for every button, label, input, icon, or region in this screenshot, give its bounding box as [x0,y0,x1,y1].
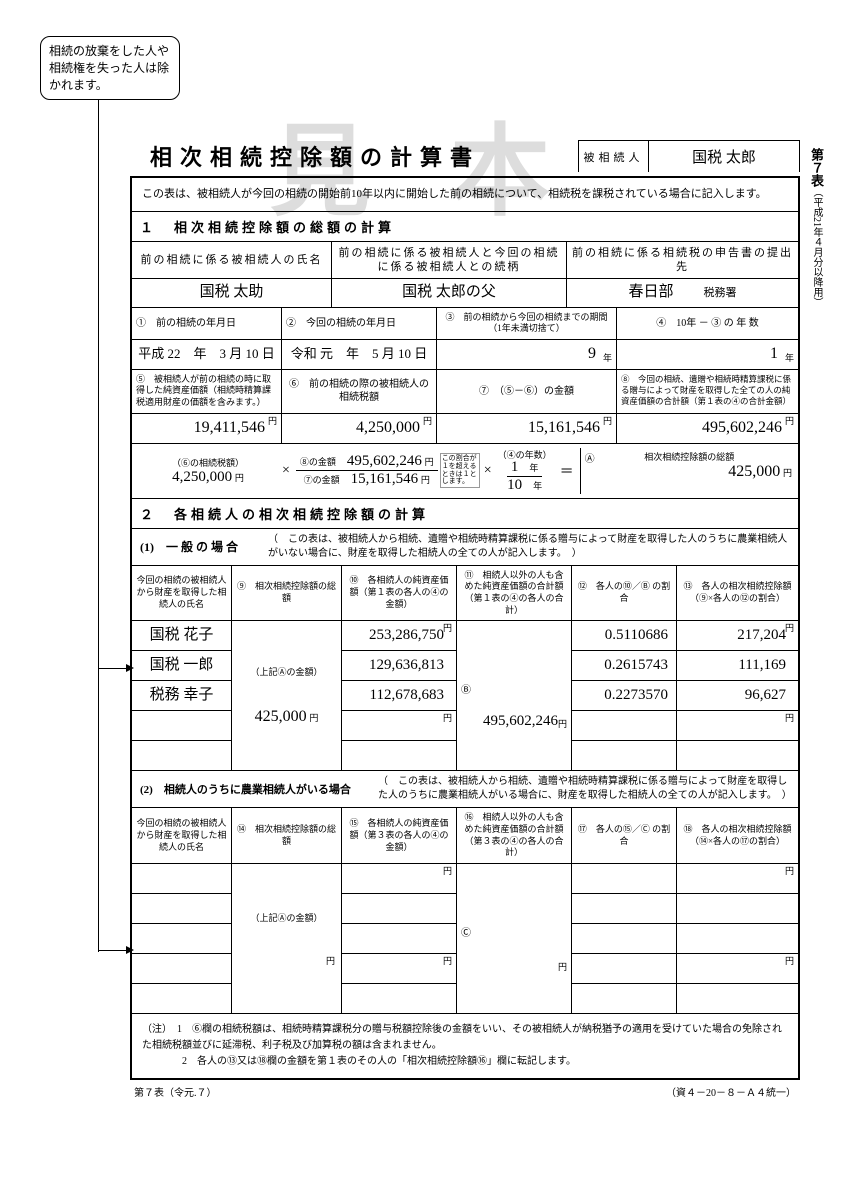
r3-c8: 円495,602,246 [617,414,798,443]
r2-c1: 平成 22 年 3 月 10 日 [132,340,282,369]
t2h-c2: ⑨ 相次相続控除額の総額 [232,566,342,621]
s2a-title: (1) 一 般 の 場 合 [132,534,262,559]
t3h-c6: ⑱ 各人の相次相続控除額（⑭×各人の⑰の割合） [677,808,798,863]
hdr-c1: ① 前の相続の年月日 [132,308,282,339]
prev-name: 国税 太助 [132,279,332,307]
t2-r0-c6: 円217,204 [677,621,798,651]
t2-r2-c5: 0.2273570 [572,681,676,711]
side-label: 第７表（平成21年４月分以降用） [808,148,826,307]
footer: 第７表（令元.７） （資４－20－８－Ａ４統一） [130,1084,800,1099]
t2-r0-c5: 0.5110686 [572,621,676,651]
relation: 国税 太郎の父 [332,279,567,307]
notes: （注） 1 ⑥欄の相続税額は、相続時精算課税分の贈与税額控除後の金額をいい、その… [132,1014,798,1078]
r3-c5: 円19,411,546 [132,414,282,443]
hdr3-c7: ⑦ （⑤－⑥）の金額 [437,370,617,413]
hdr-relation: 前の相続に係る被相続人と今回の相続に係る被相続人との続柄 [332,242,567,279]
s2b-title: (2) 相続人のうちに農業相続人がいる場合 [132,777,372,801]
t3h-c5: ⑰ 各人の⑮／Ⓒ の割合 [572,808,677,863]
t2h-c4: ⑪ 相続人以外の人も含めた純資産価額の合計額（第１表の④の各人の合計） [457,566,572,621]
t3-c2: （上記Ⓐの金額） 円 [232,864,342,1014]
heir-box: 被相続人 国税 太郎 [578,140,800,172]
hdr-prev-name: 前の相続に係る被相続人の氏名 [132,242,332,279]
r2-c2: 令和 元 年 5 月 10 日 [282,340,437,369]
t3h-c3: ⑮ 各相続人の純資産価額（第３表の各人の④の金額） [342,808,457,863]
callout-note: 相続の放棄をした人や相続権を失った人は除かれます。 [40,36,180,100]
hdr-c4: ④ 10年 － ③ の 年 数 [617,308,798,339]
page-title: 相次相続控除額の計算書 [130,140,578,172]
hdr-c2: ② 今回の相続の年月日 [282,308,437,339]
r3-c6: 円4,250,000 [282,414,437,443]
formula-row: （⑥の相続税額） 4,250,000 円 × ⑧の金額 495,602,246 … [132,444,798,499]
main-table: この表は、被相続人が今回の相続の開始前10年以内に開始した前の相続について、相続… [130,176,800,1080]
callout-connector [98,100,99,952]
intro-text: この表は、被相続人が今回の相続の開始前10年以内に開始した前の相続について、相続… [132,178,798,212]
t2h-c3: ⑩ 各相続人の純資産価額（第１表の各人の④の金額） [342,566,457,621]
r3-c7: 円15,161,546 [437,414,617,443]
t3h-c1: 今回の相続の被相続人から財産を取得した相続人の氏名 [132,808,232,863]
t3h-c4: ⑯ 相続人以外の人も含めた純資産価額の合計額（第３表の④の各人の合計） [457,808,572,863]
heir-name: 国税 太郎 [649,141,799,172]
t2-r1-name: 国税 一郎 [132,651,231,681]
t2-r0-c3: 円253,286,750 [342,621,456,651]
s2b-desc: （ この表は、被相続人から相続、遺贈や相続時精算課税に係る贈与によって財産を取得… [372,771,798,807]
section-1-header: １ 相次相続控除額の総額の計算 [132,212,798,242]
t3h-c2: ⑭ 相次相続控除額の総額 [232,808,342,863]
hdr3-c5: ⑤ 被相続人が前の相続の時に取得した純資産価額（相続時精算課税適用財産の価額を含… [132,370,282,413]
hdr-office: 前の相続に係る相続税の申告書の提出先 [567,242,798,279]
t2-r1-c5: 0.2615743 [572,651,676,681]
t2-r2-c6: 96,627 [677,681,798,711]
t3-c4: Ⓒ 円 [457,864,572,1014]
t2-r1-c6: 111,169 [677,651,798,681]
hdr3-c6: ⑥ 前の相続の際の被相続人の相続税額 [282,370,437,413]
t2-r2-c3: 112,678,683 [342,681,456,711]
form-sheet: 相次相続控除額の計算書 被相続人 国税 太郎 この表は、被相続人が今回の相続の開… [130,140,800,1099]
t2-r2-name: 税務 幸子 [132,681,231,711]
t2-r0-name: 国税 花子 [132,621,231,651]
t2-c2: （上記Ⓐの金額） 425,000 円 [232,621,342,771]
t2h-c5: ⑫ 各人の⑩／Ⓑ の割合 [572,566,677,621]
t2h-c6: ⑬ 各人の相次相続控除額（⑨×各人の⑫の割合） [677,566,798,621]
t2h-c1: 今回の相続の被相続人から財産を取得した相続人の氏名 [132,566,232,621]
section-2-header: ２ 各相続人の相次相続控除額の計算 [132,499,798,529]
t2-c4: Ⓑ 495,602,246 円 [457,621,572,771]
t2-r1-c3: 129,636,813 [342,651,456,681]
r2-c4: 1年 [617,340,798,369]
r2-c3: 9年 [437,340,617,369]
hdr-c3: ③ 前の相続から今回の相続までの期間（1年未満切捨て） [437,308,617,339]
s2a-desc: （ この表は、被相続人から相続、遺贈や相続時精算課税に係る贈与によって財産を取得… [262,529,798,565]
hdr3-c8: ⑧ 今回の相続、遺贈や相続時精算課税に係る贈与によって財産を取得した全ての人の純… [617,370,798,413]
office: 春日部税務署 [567,279,798,307]
heir-label: 被相続人 [579,141,649,172]
